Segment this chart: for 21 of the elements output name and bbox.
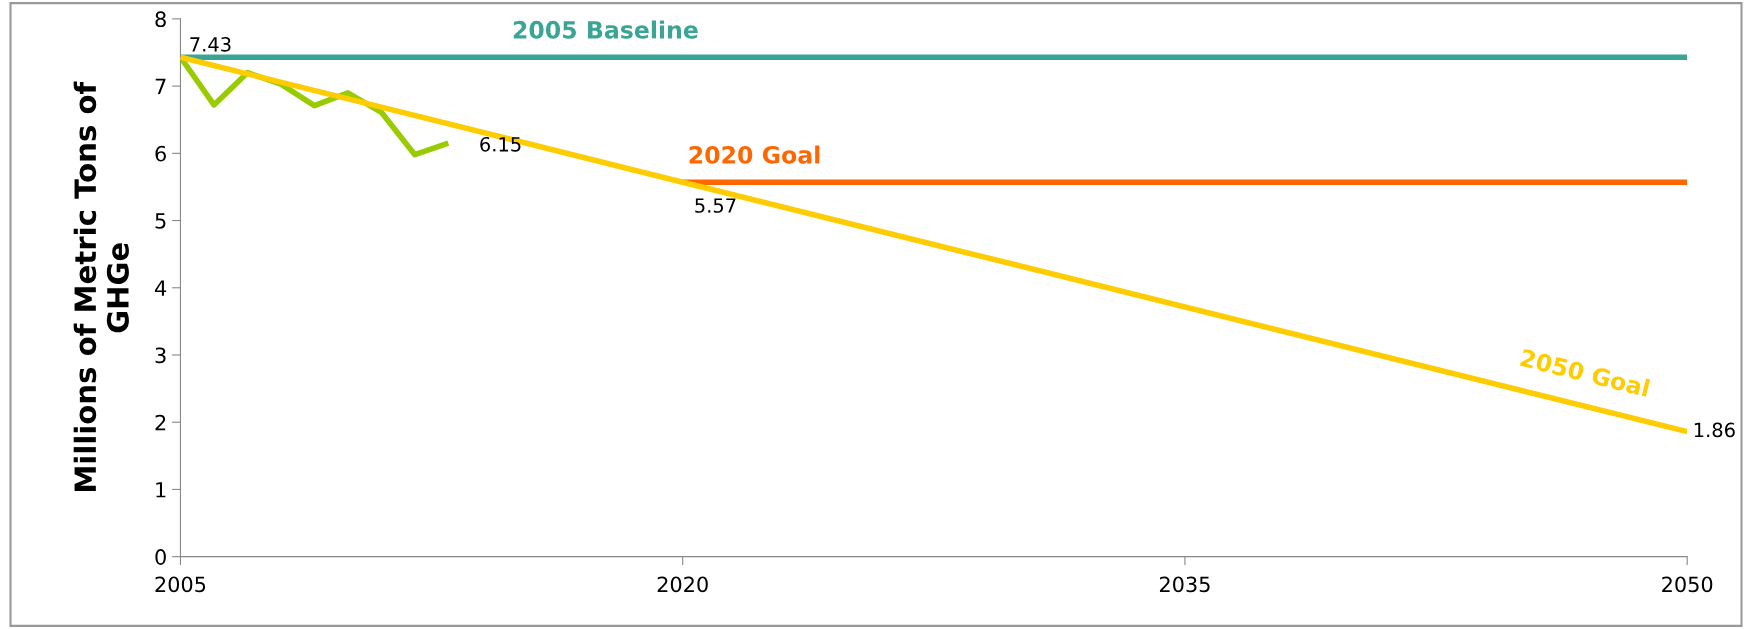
data-label: 7.43	[190, 37, 231, 52]
y-tick-label: 1	[156, 482, 166, 498]
data-label: 5.57	[695, 198, 736, 213]
x-tick-label: 2035	[1159, 576, 1210, 593]
y-tick-label: 3	[155, 347, 166, 364]
y-tick-label: 5	[155, 213, 166, 229]
y-tick-label: 2	[155, 414, 166, 431]
y-tick-label: 6	[155, 145, 166, 162]
y-tick-label: 0	[155, 549, 166, 565]
y-tick-label: 4	[155, 280, 167, 296]
y-tick-label: 8	[155, 11, 166, 28]
x-tick-label: 2020	[657, 576, 708, 593]
series-label: 2005 Baseline	[513, 20, 698, 39]
y-axis-title: Millions of Metric Tons of GHGe	[73, 81, 129, 492]
text: 2050 Goal	[1519, 348, 1651, 398]
data-label: 6.15	[480, 136, 521, 152]
y-tick-label: 7	[155, 78, 166, 95]
x-tick-label: 2050	[1662, 576, 1713, 593]
x-tick-label: 2005	[155, 576, 206, 593]
data-label: 1.86	[1694, 422, 1735, 438]
series-label: 2020 Goal	[689, 145, 820, 164]
